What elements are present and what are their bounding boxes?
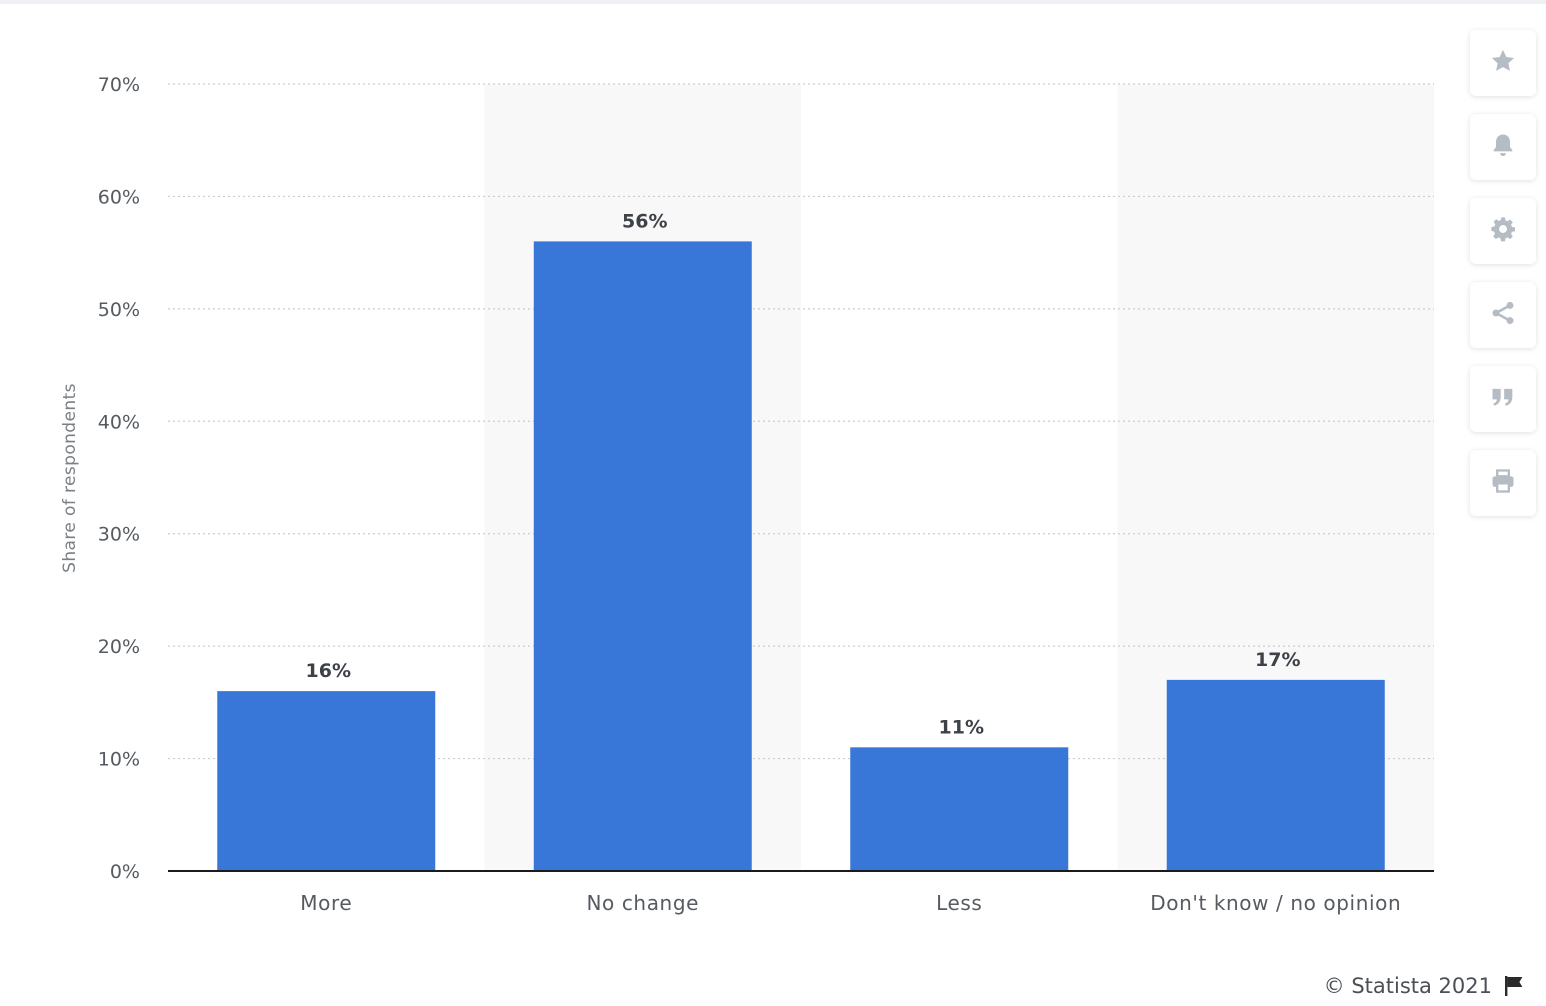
y-tick-label: 30% <box>98 524 140 546</box>
footer: © Statista 2021 <box>1324 974 1526 998</box>
data-label: 17% <box>1255 649 1300 671</box>
y-tick-label: 60% <box>98 186 140 208</box>
x-axis-labels: More No change Less Don't know / no opinion <box>300 891 1401 915</box>
top-border <box>0 0 1546 4</box>
print-button[interactable] <box>1470 450 1536 516</box>
share-button[interactable] <box>1470 282 1536 348</box>
star-icon <box>1489 47 1517 79</box>
bar[interactable] <box>533 241 752 871</box>
y-tick-label: 0% <box>110 861 140 883</box>
copyright-credit[interactable]: © Statista 2021 <box>1323 974 1492 998</box>
y-tick-label: 40% <box>98 411 140 433</box>
favorite-button[interactable] <box>1470 30 1536 96</box>
chart-toolbar <box>1470 30 1538 534</box>
bars <box>217 241 1385 871</box>
quote-icon <box>1489 383 1517 415</box>
share-icon <box>1489 299 1517 331</box>
data-label: 56% <box>622 210 667 232</box>
bar[interactable] <box>850 747 1069 871</box>
bar[interactable] <box>217 691 436 871</box>
x-tick-label: More <box>300 891 352 915</box>
data-labels: 16% 56% 11% 17% <box>306 210 1301 738</box>
bell-icon <box>1489 131 1517 163</box>
y-tick-label: 50% <box>98 299 140 321</box>
flag-icon[interactable] <box>1502 974 1526 998</box>
cite-button[interactable] <box>1470 366 1536 432</box>
y-tick-label: 20% <box>98 636 140 658</box>
settings-button[interactable] <box>1470 198 1536 264</box>
gear-icon <box>1489 215 1517 247</box>
print-icon <box>1489 467 1517 499</box>
y-axis-ticks: 0% 10% 20% 30% 40% 50% 60% 70% <box>98 74 140 883</box>
bar[interactable] <box>1166 679 1385 871</box>
data-label: 11% <box>939 716 984 738</box>
y-axis-title: Share of respondents <box>60 383 80 573</box>
x-tick-label: Less <box>936 891 982 915</box>
y-tick-label: 70% <box>98 74 140 96</box>
y-tick-label: 10% <box>98 749 140 771</box>
data-label: 16% <box>306 660 351 682</box>
x-tick-label: Don't know / no opinion <box>1150 891 1401 915</box>
notification-button[interactable] <box>1470 114 1536 180</box>
x-tick-label: No change <box>586 891 699 915</box>
